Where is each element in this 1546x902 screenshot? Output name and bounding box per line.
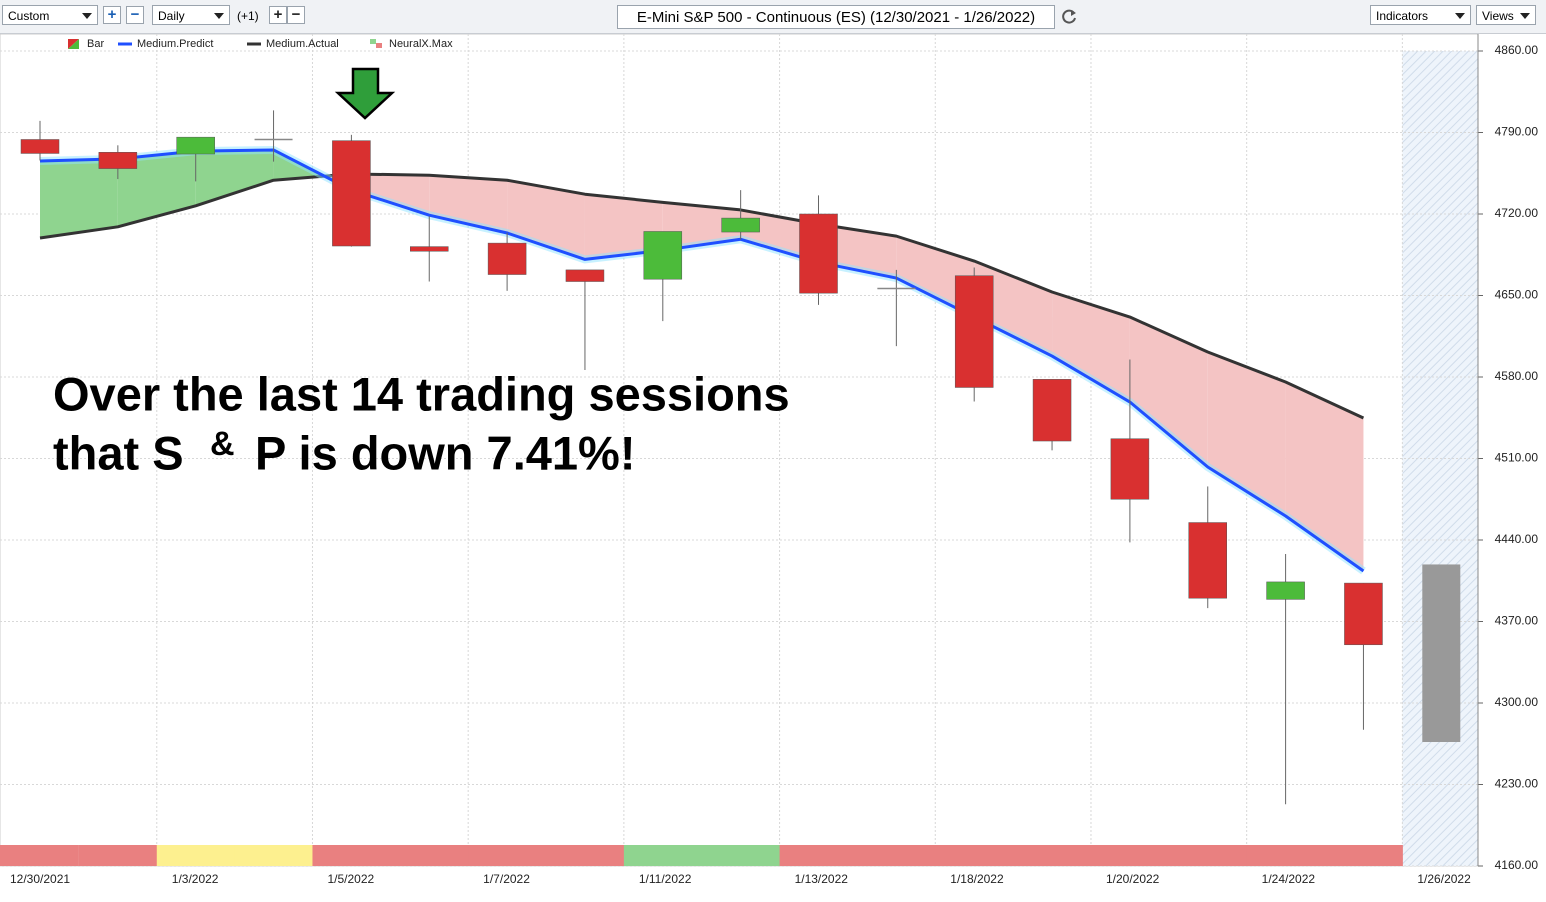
- arrow-icon: [334, 67, 396, 120]
- legend-label: NeuralX.Max: [389, 38, 453, 50]
- signal-strip: [234, 845, 313, 866]
- candle-body: [1344, 582, 1383, 646]
- candle-body: [98, 152, 138, 169]
- candle-body: [565, 269, 605, 282]
- band-fill: [1129, 317, 1208, 467]
- annotation-text: P is down 7.41%!: [255, 426, 635, 479]
- band-fill: [195, 149, 274, 206]
- y-tick-label: 4860.00: [1495, 43, 1539, 57]
- y-tick-label: 4580.00: [1495, 369, 1539, 383]
- x-tick-label: 1/18/2022: [950, 872, 1004, 886]
- offset-label: (+1): [237, 9, 259, 23]
- x-tick-label: 1/3/2022: [172, 872, 219, 886]
- signal-strip: [1168, 845, 1248, 866]
- y-tick-label: 4720.00: [1495, 206, 1539, 220]
- band-fill: [1285, 382, 1364, 571]
- predict-line: [39, 148, 1365, 573]
- refresh-button[interactable]: [1060, 8, 1078, 26]
- candle-body: [410, 246, 449, 252]
- legend-icon: [68, 39, 79, 49]
- views-dropdown[interactable]: Views: [1476, 5, 1536, 25]
- legend-icon: [370, 39, 376, 44]
- signal-strip: [312, 845, 391, 866]
- x-tick-label: 1/26/2022: [1417, 872, 1471, 886]
- zoom-out-button[interactable]: −: [126, 6, 144, 24]
- signal-strip: [1246, 845, 1326, 866]
- remove-button[interactable]: −: [287, 6, 305, 24]
- x-tick-label: 1/7/2022: [483, 872, 530, 886]
- forecast-range: [1422, 564, 1461, 743]
- add-button[interactable]: +: [269, 6, 287, 24]
- signal-strip: [623, 845, 703, 866]
- signal-strip: [1324, 845, 1403, 866]
- candle-body: [332, 140, 371, 247]
- y-tick-label: 4160.00: [1495, 858, 1539, 872]
- chart-title: E-Mini S&P 500 - Continuous (ES) (12/30/…: [617, 5, 1055, 29]
- candle-body: [176, 136, 215, 155]
- y-tick-label: 4370.00: [1495, 614, 1539, 628]
- candle-body: [954, 275, 994, 388]
- y-tick-label: 4510.00: [1495, 451, 1539, 465]
- toolbar: Custom + − Daily (+1) + − E-Mini S&P 500…: [0, 0, 1546, 34]
- band-fill: [40, 158, 118, 238]
- actual-line: [39, 172, 1365, 420]
- candle-body: [1188, 522, 1227, 599]
- indicators-dropdown[interactable]: Indicators: [1370, 5, 1471, 25]
- signal-strip: [1013, 845, 1092, 866]
- candle-body: [721, 217, 760, 233]
- candle-body: [487, 242, 527, 275]
- legend-label: Bar: [87, 38, 104, 50]
- x-tick-label: 1/13/2022: [795, 872, 849, 886]
- chart: 4160.00 4230.00 4300.00 4370.00 4440.00 4510.…: [0, 34, 1539, 886]
- layout-dropdown[interactable]: Custom: [2, 5, 98, 25]
- interval-dropdown[interactable]: Daily: [152, 5, 230, 25]
- x-tick-label: 1/20/2022: [1106, 872, 1160, 886]
- signal-strip: [1090, 845, 1170, 866]
- candle-body: [1032, 379, 1072, 442]
- candle-body: [20, 139, 60, 154]
- y-tick-label: 4230.00: [1495, 777, 1539, 791]
- zoom-in-button[interactable]: +: [103, 6, 121, 24]
- signal-strip: [156, 845, 236, 866]
- y-tick-label: 4650.00: [1495, 288, 1539, 302]
- x-tick-label: 1/5/2022: [327, 872, 374, 886]
- signal-strip: [468, 845, 547, 866]
- legend-icon: [376, 43, 382, 48]
- signal-strip: [701, 845, 781, 866]
- candle-body: [643, 231, 683, 280]
- band-fill: [117, 151, 196, 227]
- band-fill: [584, 194, 663, 260]
- legend-label: Medium.Predict: [137, 38, 213, 50]
- signal-strip: [935, 845, 1014, 866]
- y-tick-label: 4440.00: [1495, 532, 1539, 546]
- band-fill: [1052, 292, 1130, 403]
- signal-strip: [0, 845, 79, 866]
- band-fill: [507, 180, 585, 260]
- signal-strip: [779, 845, 858, 866]
- x-tick-label: 1/11/2022: [639, 872, 692, 886]
- signal-strip: [390, 845, 469, 866]
- candle-body: [1266, 581, 1305, 600]
- annotation-text: that S: [53, 426, 184, 479]
- signal-strip: [78, 845, 158, 866]
- annotation-text: &: [210, 425, 235, 463]
- candle-body: [799, 213, 838, 294]
- signal-strip: [546, 845, 625, 866]
- annotation-text: Over the last 14 trading sessions: [53, 367, 790, 420]
- legend-label: Medium.Actual: [266, 38, 339, 50]
- candle-body: [1110, 438, 1150, 500]
- signal-strip: [857, 845, 936, 866]
- y-tick-label: 4790.00: [1495, 125, 1539, 139]
- y-tick-label: 4300.00: [1495, 695, 1539, 709]
- x-tick-label: 12/30/2021: [10, 872, 70, 886]
- x-tick-label: 1/24/2022: [1262, 872, 1316, 886]
- band-fill: [740, 209, 819, 263]
